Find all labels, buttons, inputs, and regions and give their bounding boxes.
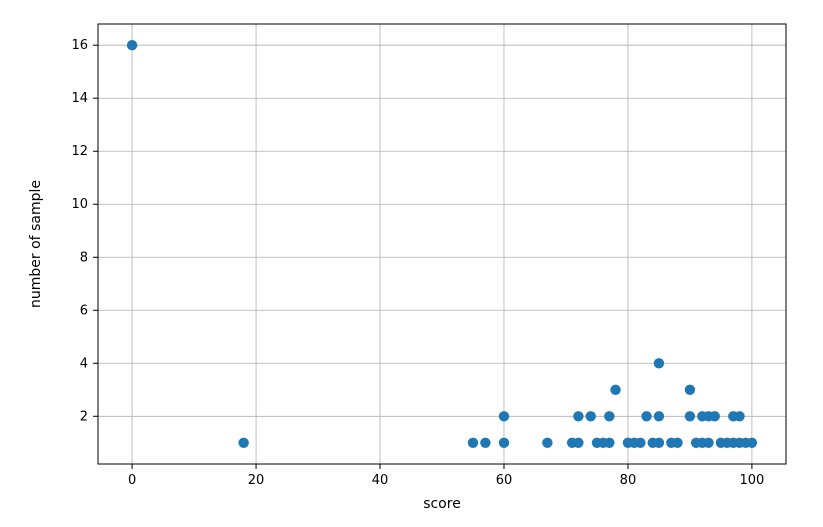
data-point bbox=[499, 411, 509, 421]
y-tick-label: 12 bbox=[71, 144, 88, 159]
chart-svg: 0 20 40 60 80 100 2 4 6 8 10 12 14 16 score number of s… bbox=[0, 0, 823, 527]
data-point bbox=[468, 438, 478, 448]
y-tick-label: 14 bbox=[71, 91, 88, 106]
data-point bbox=[635, 438, 645, 448]
scatter-chart: 0 20 40 60 80 100 2 4 6 8 10 12 14 16 score number of s… bbox=[0, 0, 823, 527]
y-axis-label: number of sample bbox=[28, 180, 44, 308]
data-point bbox=[238, 438, 248, 448]
data-point bbox=[734, 411, 744, 421]
data-point bbox=[654, 358, 664, 368]
data-point bbox=[747, 438, 757, 448]
data-point bbox=[672, 438, 682, 448]
data-point bbox=[573, 411, 583, 421]
data-point bbox=[710, 411, 720, 421]
y-tick-label: 16 bbox=[71, 38, 88, 53]
data-point bbox=[703, 438, 713, 448]
data-point bbox=[480, 438, 490, 448]
data-point bbox=[604, 411, 614, 421]
data-point bbox=[654, 411, 664, 421]
x-tick-label: 0 bbox=[128, 473, 136, 488]
x-tick-label: 60 bbox=[496, 473, 513, 488]
x-tick-label: 100 bbox=[739, 473, 764, 488]
data-point bbox=[542, 438, 552, 448]
data-point bbox=[604, 438, 614, 448]
data-point bbox=[586, 411, 596, 421]
y-tick-label: 2 bbox=[80, 409, 88, 424]
data-point bbox=[641, 411, 651, 421]
data-point bbox=[499, 438, 509, 448]
x-tick-label: 80 bbox=[620, 473, 637, 488]
data-point bbox=[127, 40, 137, 50]
x-tick-label: 20 bbox=[248, 473, 265, 488]
y-tick-label: 8 bbox=[80, 250, 88, 265]
data-point bbox=[654, 438, 664, 448]
data-point bbox=[610, 385, 620, 395]
y-tick-label: 4 bbox=[80, 356, 88, 371]
x-tick-label: 40 bbox=[372, 473, 389, 488]
x-axis-label: score bbox=[423, 496, 461, 512]
data-point bbox=[685, 411, 695, 421]
y-tick-label: 6 bbox=[80, 303, 88, 318]
data-point bbox=[573, 438, 583, 448]
y-tick-label: 10 bbox=[71, 197, 88, 212]
data-point bbox=[685, 385, 695, 395]
